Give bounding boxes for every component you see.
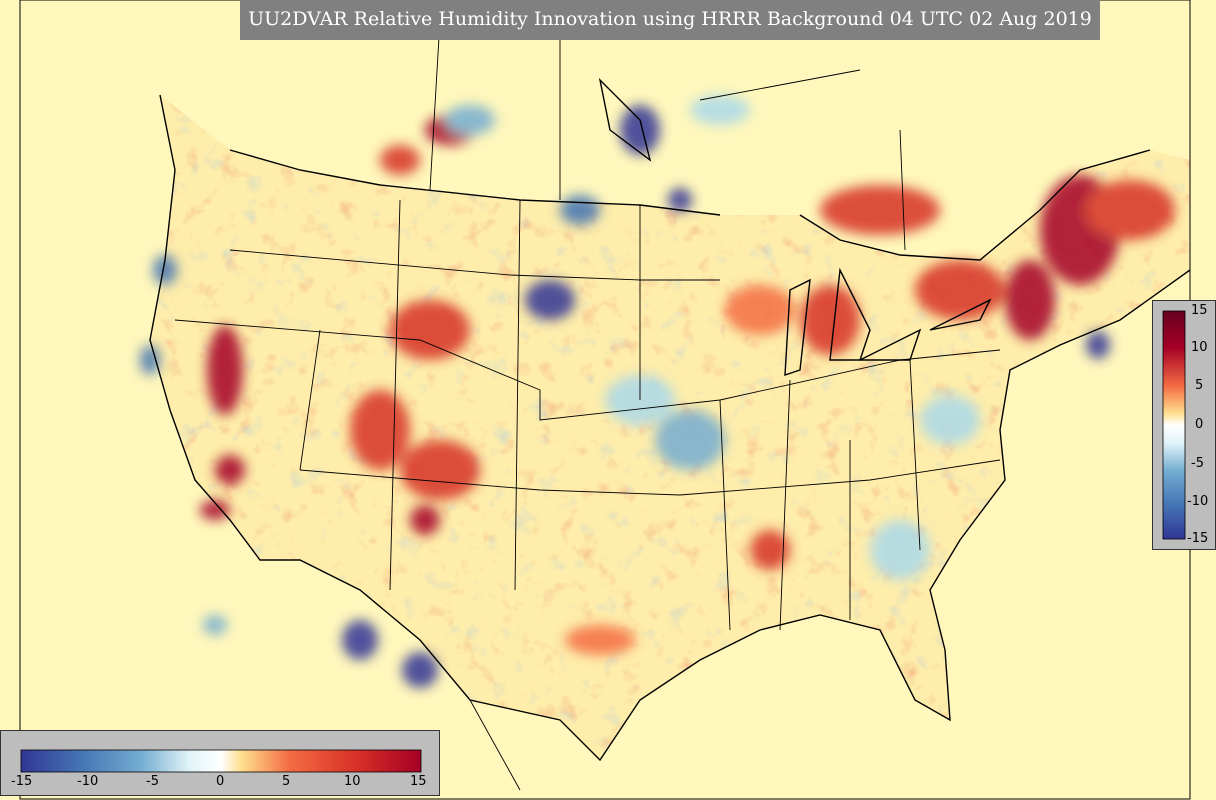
horizontal-colorbar-scale xyxy=(20,749,422,773)
vtick-15: 15 xyxy=(1191,303,1208,318)
htick-0: 0 xyxy=(216,774,225,789)
vtick-neg5: -5 xyxy=(1191,456,1204,471)
vertical-colorbar-scale xyxy=(1162,310,1186,540)
vtick-10: 10 xyxy=(1191,340,1208,355)
vertical-colorbar: 15 10 5 0 -5 -10 -15 xyxy=(1152,300,1216,550)
htick-neg15: -15 xyxy=(11,774,33,789)
vtick-neg15: -15 xyxy=(1187,531,1209,546)
map-title: UU2DVAR Relative Humidity Innovation usi… xyxy=(240,0,1100,40)
htick-5: 5 xyxy=(282,774,291,789)
htick-neg5: -5 xyxy=(146,774,159,789)
htick-neg10: -10 xyxy=(77,774,99,789)
htick-10: 10 xyxy=(344,774,361,789)
horizontal-colorbar: -15 -10 -5 0 5 10 15 xyxy=(0,730,440,796)
vtick-neg10: -10 xyxy=(1187,494,1209,509)
vtick-0: 0 xyxy=(1195,417,1204,432)
htick-15: 15 xyxy=(410,774,427,789)
vtick-5: 5 xyxy=(1195,378,1204,393)
